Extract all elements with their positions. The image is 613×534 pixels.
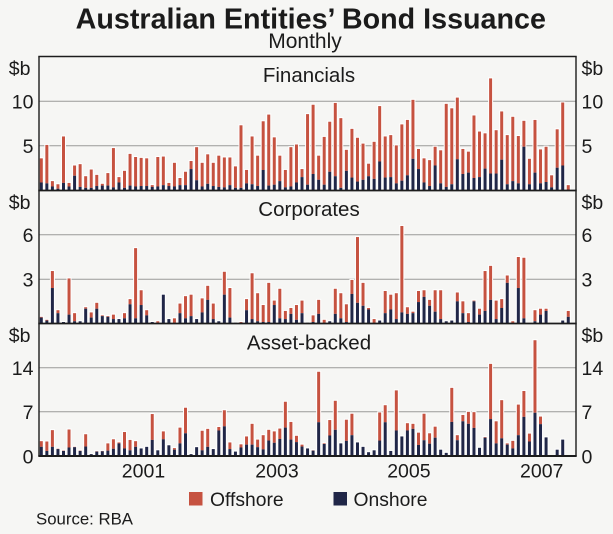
svg-text:2005: 2005 <box>387 460 431 482</box>
svg-text:3: 3 <box>23 270 34 292</box>
svg-text:6: 6 <box>582 225 593 247</box>
svg-text:14: 14 <box>12 358 34 380</box>
svg-text:5: 5 <box>23 136 34 158</box>
svg-text:$b: $b <box>9 325 31 347</box>
svg-text:0: 0 <box>582 446 593 468</box>
svg-text:Financials: Financials <box>263 64 355 87</box>
svg-text:2007: 2007 <box>520 460 563 482</box>
svg-text:14: 14 <box>582 358 604 380</box>
svg-text:Source: RBA: Source: RBA <box>36 509 134 528</box>
svg-text:3: 3 <box>582 270 593 292</box>
svg-text:$b: $b <box>9 192 31 214</box>
svg-text:$b: $b <box>9 58 31 80</box>
svg-text:$b: $b <box>582 325 604 347</box>
svg-text:6: 6 <box>23 225 34 247</box>
svg-text:Asset-backed: Asset-backed <box>247 332 371 355</box>
svg-text:Monthly: Monthly <box>268 30 342 53</box>
svg-text:2001: 2001 <box>122 460 165 482</box>
svg-text:Onshore: Onshore <box>354 490 428 511</box>
svg-text:0: 0 <box>23 446 34 468</box>
svg-text:$b: $b <box>582 192 604 214</box>
svg-text:Corporates: Corporates <box>258 198 359 221</box>
svg-text:7: 7 <box>582 402 593 424</box>
svg-text:2003: 2003 <box>255 460 298 482</box>
svg-text:$b: $b <box>582 58 604 80</box>
svg-text:7: 7 <box>23 402 34 424</box>
svg-text:10: 10 <box>12 92 34 114</box>
svg-text:5: 5 <box>582 136 593 158</box>
svg-text:Offshore: Offshore <box>210 490 284 511</box>
svg-text:10: 10 <box>582 92 604 114</box>
